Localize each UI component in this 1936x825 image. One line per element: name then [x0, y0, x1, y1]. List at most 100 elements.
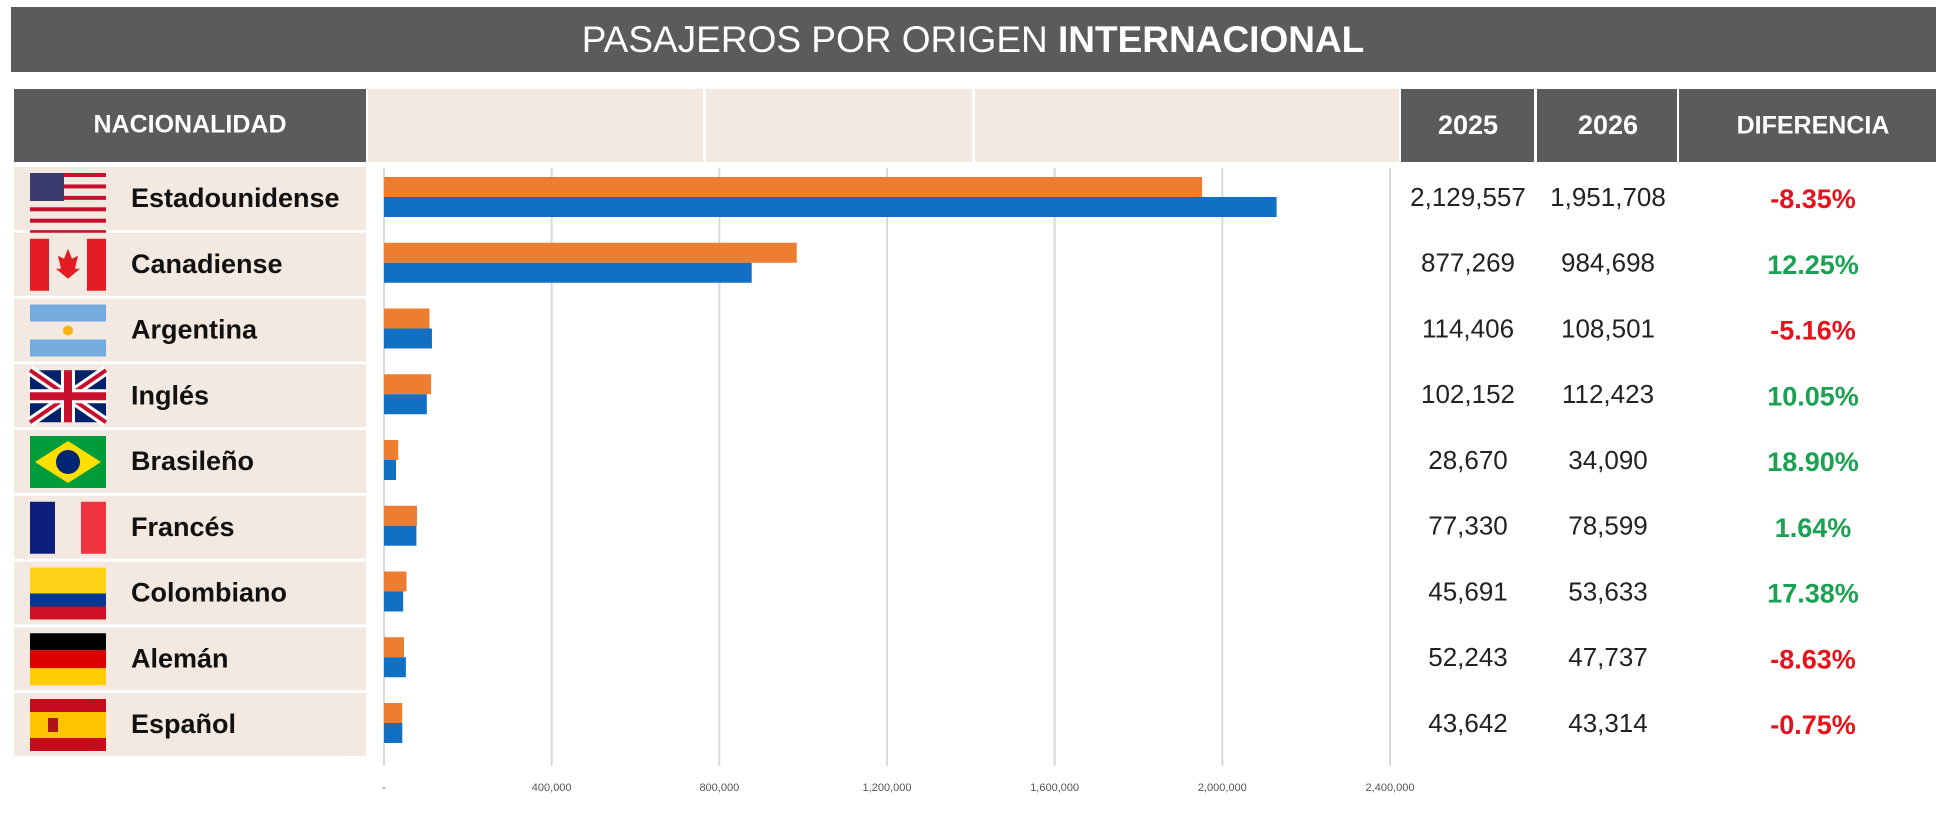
header-cell [14, 89, 366, 162]
bar [384, 328, 432, 349]
header-cell [1401, 89, 1534, 162]
flag-part [30, 173, 106, 177]
bar [384, 657, 406, 678]
divider [972, 89, 975, 162]
flag [30, 501, 106, 554]
bar [384, 723, 403, 743]
header-label: DIFERENCIA [1737, 112, 1890, 140]
x-tick-label: 800,000 [699, 782, 739, 794]
category-label: Francés [131, 512, 235, 542]
value-2026: 34,090 [1568, 445, 1648, 475]
value-2025: 102,152 [1421, 379, 1515, 409]
value-2025: 52,243 [1428, 642, 1508, 672]
bar [384, 394, 427, 415]
difference: -8.63% [1770, 644, 1856, 674]
category-label: Canadiense [131, 249, 283, 279]
flag-part [30, 501, 55, 554]
difference: 17.38% [1767, 579, 1859, 609]
difference: -0.75% [1770, 710, 1856, 740]
value-2025: 43,642 [1428, 708, 1508, 738]
category-label: Estadounidense [131, 183, 340, 213]
value-2026: 112,423 [1562, 379, 1654, 409]
flag [30, 699, 106, 751]
bar [384, 308, 430, 329]
x-tick-label: 400,000 [532, 782, 572, 794]
value-2025: 45,691 [1428, 576, 1508, 606]
category-label: Inglés [131, 380, 209, 410]
value-2026: 78,599 [1568, 511, 1648, 541]
flag-part [30, 567, 106, 594]
flag-part [56, 248, 80, 279]
bar [384, 460, 397, 480]
flag-part [87, 238, 106, 291]
divider [703, 89, 706, 162]
value-2025: 28,670 [1428, 445, 1508, 475]
flag [27, 366, 109, 427]
flag [30, 304, 106, 357]
bar [384, 637, 405, 658]
row-cell [14, 495, 366, 559]
value-2026: 53,633 [1568, 576, 1648, 606]
flag-part [30, 712, 106, 738]
difference: -5.16% [1770, 316, 1856, 346]
chart-title: PASAJEROS POR ORIGEN INTERNACIONAL [582, 19, 1365, 60]
category-label: Alemán [131, 643, 229, 673]
flag-part [30, 238, 49, 291]
header-label: 2026 [1578, 110, 1638, 140]
flag-part [30, 339, 106, 357]
flag-part [30, 207, 106, 212]
category-label: Argentina [131, 315, 258, 345]
flag-part [30, 593, 106, 607]
flag-part [30, 184, 106, 189]
title-bar [11, 7, 1936, 72]
value-2025: 2,129,557 [1410, 182, 1526, 212]
flag-part [30, 304, 106, 322]
value-2025: 877,269 [1421, 248, 1515, 278]
value-2026: 108,501 [1561, 313, 1655, 343]
flag-part [30, 230, 106, 235]
x-tick-label: 2,000,000 [1198, 782, 1247, 794]
flag-part [30, 606, 106, 620]
bar [384, 703, 403, 723]
bar [384, 374, 432, 395]
chart-header [368, 89, 1399, 162]
header-cell [1679, 89, 1936, 162]
flag [30, 436, 106, 488]
flag-part [30, 218, 106, 223]
bar [384, 177, 1203, 197]
flag-part [48, 718, 58, 732]
difference: 12.25% [1767, 250, 1859, 280]
difference: 10.05% [1767, 381, 1859, 411]
category-label: Español [131, 709, 236, 739]
x-tick-label: - [382, 782, 386, 794]
value-2026: 984,698 [1561, 248, 1655, 278]
category-label: Colombiano [131, 578, 287, 608]
flag-part [30, 195, 106, 200]
flag [30, 238, 106, 291]
difference: -8.35% [1770, 184, 1856, 214]
header-label: 2025 [1438, 110, 1498, 140]
flag-part [30, 370, 106, 423]
flag-part [56, 450, 80, 474]
value-2026: 1,951,708 [1550, 182, 1666, 212]
flag-part [30, 633, 106, 651]
bar [384, 525, 417, 546]
x-tick-label: 2,400,000 [1366, 782, 1415, 794]
bar [384, 571, 407, 592]
x-tick-label: 1,600,000 [1030, 782, 1079, 794]
value-2026: 43,314 [1568, 708, 1648, 738]
bar [384, 242, 797, 263]
bar [384, 262, 752, 283]
x-tick-label: 1,200,000 [863, 782, 912, 794]
bar [384, 591, 404, 612]
bar [384, 505, 417, 526]
flag-part [81, 501, 106, 554]
header-label: NACIONALIDAD [93, 111, 286, 139]
bar [384, 440, 399, 460]
value-2026: 47,737 [1568, 642, 1648, 672]
category-label: Brasileño [131, 446, 254, 476]
value-2025: 114,406 [1422, 313, 1514, 343]
flag-part [30, 668, 106, 686]
bar [384, 197, 1277, 217]
